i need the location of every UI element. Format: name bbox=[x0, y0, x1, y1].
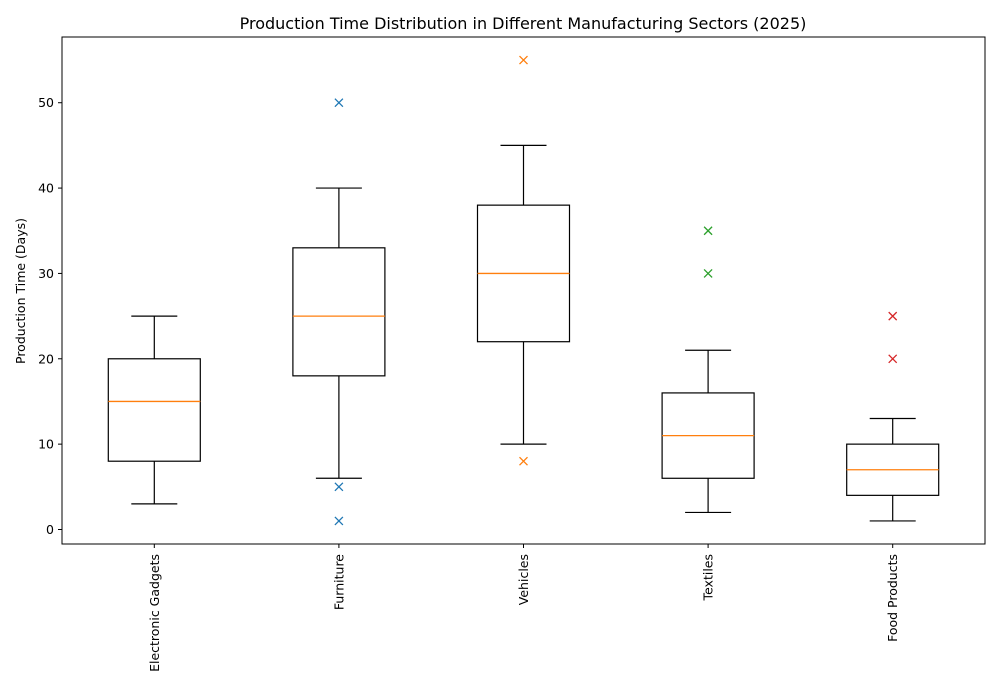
outlier-point bbox=[703, 268, 713, 278]
y-tick-label: 20 bbox=[38, 351, 54, 366]
outlier-point bbox=[334, 98, 344, 108]
x-tick-label: Electronic Gadgets bbox=[147, 554, 162, 672]
outlier-point bbox=[888, 311, 898, 321]
plot-area: 0 10 20 30 40 50 Electronic Gadgets Furniture Ve… bbox=[38, 36, 986, 672]
outlier-point bbox=[334, 482, 344, 492]
chart-title: Production Time Distribution in Differen… bbox=[240, 14, 807, 33]
y-tick-label: 40 bbox=[38, 181, 54, 196]
outlier-point bbox=[519, 456, 528, 466]
x-tick-label: Vehicles bbox=[516, 554, 531, 605]
x-tick-label: Textiles bbox=[701, 554, 716, 601]
box-iqr bbox=[292, 247, 386, 377]
box-iqr bbox=[107, 358, 201, 462]
outlier-point bbox=[334, 516, 344, 526]
x-tick-label: Food Products bbox=[885, 554, 900, 642]
y-tick-label: 50 bbox=[38, 95, 54, 110]
y-tick-label: 10 bbox=[38, 437, 54, 452]
y-tick-label: 0 bbox=[46, 522, 54, 537]
y-tick-label: 30 bbox=[38, 266, 54, 281]
outlier-point bbox=[888, 354, 898, 364]
x-tick-label: Furniture bbox=[331, 554, 346, 610]
outlier-point bbox=[519, 55, 528, 65]
outlier-point bbox=[703, 226, 713, 236]
y-axis-label: Production Time (Days) bbox=[13, 218, 28, 364]
